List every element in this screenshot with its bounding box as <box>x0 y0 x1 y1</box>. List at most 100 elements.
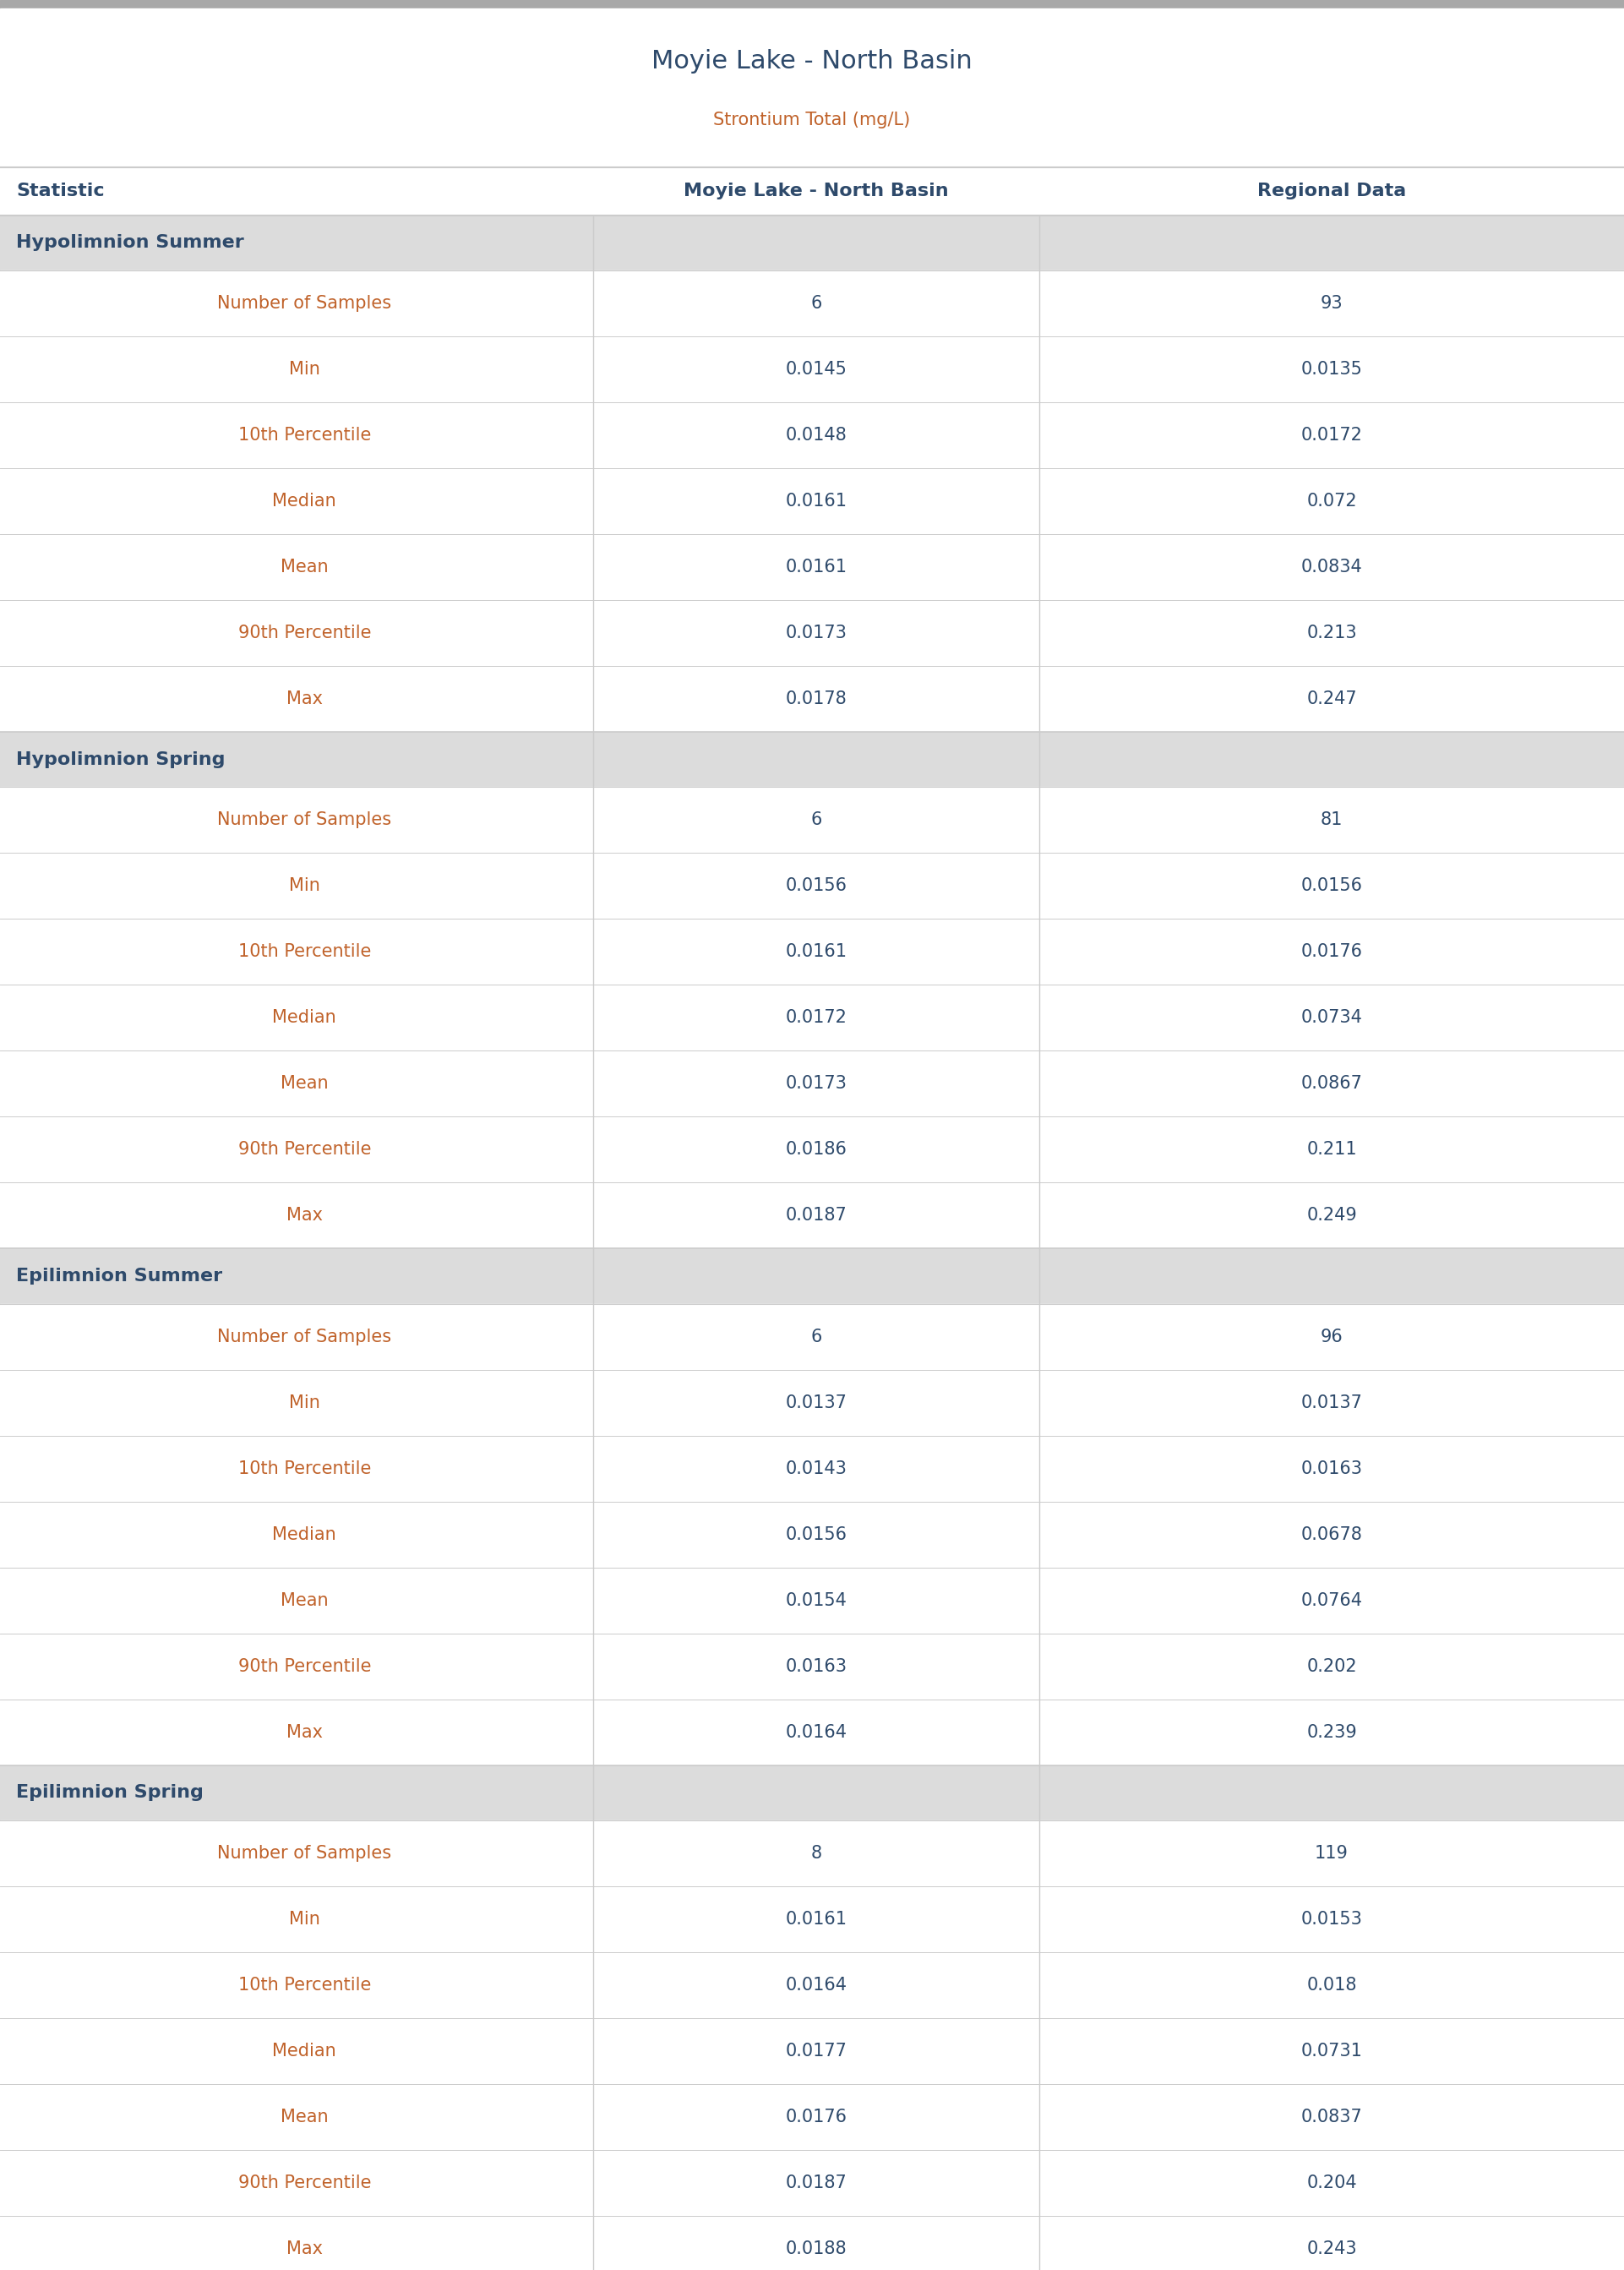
Text: 0.0172: 0.0172 <box>786 1010 846 1026</box>
Text: Moyie Lake - North Basin: Moyie Lake - North Basin <box>651 48 973 73</box>
Text: Max: Max <box>286 1208 323 1224</box>
Bar <box>0 1952 1624 2018</box>
Bar <box>0 1766 1624 1821</box>
Text: Moyie Lake - North Basin: Moyie Lake - North Basin <box>684 184 948 200</box>
Text: 81: 81 <box>1320 813 1343 829</box>
Text: 0.249: 0.249 <box>1306 1208 1358 1224</box>
Bar <box>0 1303 1624 1369</box>
Text: 0.0177: 0.0177 <box>786 2043 846 2059</box>
Text: 10th Percentile: 10th Percentile <box>239 427 370 443</box>
Text: 0.0161: 0.0161 <box>786 944 846 960</box>
Text: Mean: Mean <box>281 1591 328 1609</box>
Text: 0.247: 0.247 <box>1306 690 1358 708</box>
Text: Max: Max <box>286 2240 323 2256</box>
Text: Min: Min <box>289 1911 320 1927</box>
Text: Mean: Mean <box>281 1076 328 1092</box>
Text: Hypolimnion Summer: Hypolimnion Summer <box>16 234 244 252</box>
Bar <box>0 533 1624 599</box>
Text: Number of Samples: Number of Samples <box>218 1328 391 1346</box>
Text: 0.0148: 0.0148 <box>786 427 846 443</box>
Text: 96: 96 <box>1320 1328 1343 1346</box>
Text: Number of Samples: Number of Samples <box>218 813 391 829</box>
Text: Max: Max <box>286 690 323 708</box>
Bar <box>0 665 1624 731</box>
Bar <box>0 1117 1624 1183</box>
Bar <box>0 788 1624 854</box>
Text: 0.0154: 0.0154 <box>786 1591 846 1609</box>
Text: 0.0163: 0.0163 <box>1301 1460 1363 1478</box>
Text: Min: Min <box>289 878 320 894</box>
Text: 0.0156: 0.0156 <box>1301 878 1363 894</box>
Text: 93: 93 <box>1320 295 1343 311</box>
Bar <box>0 1700 1624 1766</box>
Text: Strontium Total (mg/L): Strontium Total (mg/L) <box>713 111 911 127</box>
Text: 0.0187: 0.0187 <box>786 2175 846 2191</box>
Text: 0.0734: 0.0734 <box>1301 1010 1363 1026</box>
Text: 0.0163: 0.0163 <box>786 1657 846 1675</box>
Text: 10th Percentile: 10th Percentile <box>239 1977 370 1993</box>
Text: 0.0143: 0.0143 <box>786 1460 846 1478</box>
Text: 6: 6 <box>810 295 822 311</box>
Text: Regional Data: Regional Data <box>1257 184 1406 200</box>
Text: 0.0731: 0.0731 <box>1301 2043 1363 2059</box>
Bar <box>0 336 1624 402</box>
Text: 0.0186: 0.0186 <box>786 1142 846 1158</box>
Text: 0.0188: 0.0188 <box>786 2240 846 2256</box>
Text: 0.0153: 0.0153 <box>1301 1911 1363 1927</box>
Text: 0.0173: 0.0173 <box>786 624 846 642</box>
Bar <box>0 599 1624 665</box>
Text: 90th Percentile: 90th Percentile <box>239 624 370 642</box>
Bar <box>0 1249 1624 1303</box>
Bar <box>0 2084 1624 2150</box>
Text: 0.0161: 0.0161 <box>786 493 846 511</box>
Text: Hypolimnion Spring: Hypolimnion Spring <box>16 751 226 767</box>
Text: Epilimnion Spring: Epilimnion Spring <box>16 1784 203 1800</box>
Text: 0.0161: 0.0161 <box>786 558 846 577</box>
Text: 0.0135: 0.0135 <box>1301 361 1363 377</box>
Bar <box>0 919 1624 985</box>
Text: Median: Median <box>273 1010 336 1026</box>
Text: Number of Samples: Number of Samples <box>218 1846 391 1861</box>
Text: 0.072: 0.072 <box>1306 493 1358 511</box>
Bar <box>0 216 1624 270</box>
Text: 0.0867: 0.0867 <box>1301 1076 1363 1092</box>
Bar <box>0 1566 1624 1634</box>
Text: 0.018: 0.018 <box>1307 1977 1356 1993</box>
Text: Min: Min <box>289 361 320 377</box>
Text: 10th Percentile: 10th Percentile <box>239 944 370 960</box>
Text: 0.0173: 0.0173 <box>786 1076 846 1092</box>
Bar <box>0 2150 1624 2216</box>
Text: 0.0161: 0.0161 <box>786 1911 846 1927</box>
Text: Mean: Mean <box>281 558 328 577</box>
Text: 0.202: 0.202 <box>1306 1657 1358 1675</box>
Bar <box>0 0 1624 9</box>
Bar <box>0 1183 1624 1248</box>
Text: Min: Min <box>289 1394 320 1412</box>
Text: 119: 119 <box>1315 1846 1348 1861</box>
Text: 6: 6 <box>810 1328 822 1346</box>
Text: 0.0164: 0.0164 <box>786 1723 846 1741</box>
Text: 0.0834: 0.0834 <box>1301 558 1363 577</box>
Text: 90th Percentile: 90th Percentile <box>239 2175 370 2191</box>
Text: 0.0837: 0.0837 <box>1301 2109 1363 2125</box>
Bar <box>0 1435 1624 1500</box>
Text: 0.0145: 0.0145 <box>786 361 846 377</box>
Text: 6: 6 <box>810 813 822 829</box>
Bar <box>0 1634 1624 1700</box>
Text: 0.0137: 0.0137 <box>1301 1394 1363 1412</box>
Bar <box>0 985 1624 1051</box>
Text: Max: Max <box>286 1723 323 1741</box>
Text: 0.213: 0.213 <box>1306 624 1358 642</box>
Text: 0.0176: 0.0176 <box>786 2109 846 2125</box>
Bar <box>0 9 1624 168</box>
Bar <box>0 854 1624 919</box>
Text: 10th Percentile: 10th Percentile <box>239 1460 370 1478</box>
Text: 0.0176: 0.0176 <box>1301 944 1363 960</box>
Text: 0.0172: 0.0172 <box>1301 427 1363 443</box>
Bar <box>0 1886 1624 1952</box>
Bar <box>0 1821 1624 1886</box>
Bar <box>0 1369 1624 1435</box>
Bar <box>0 2018 1624 2084</box>
Text: Epilimnion Summer: Epilimnion Summer <box>16 1267 222 1285</box>
Text: 0.0678: 0.0678 <box>1301 1525 1363 1544</box>
